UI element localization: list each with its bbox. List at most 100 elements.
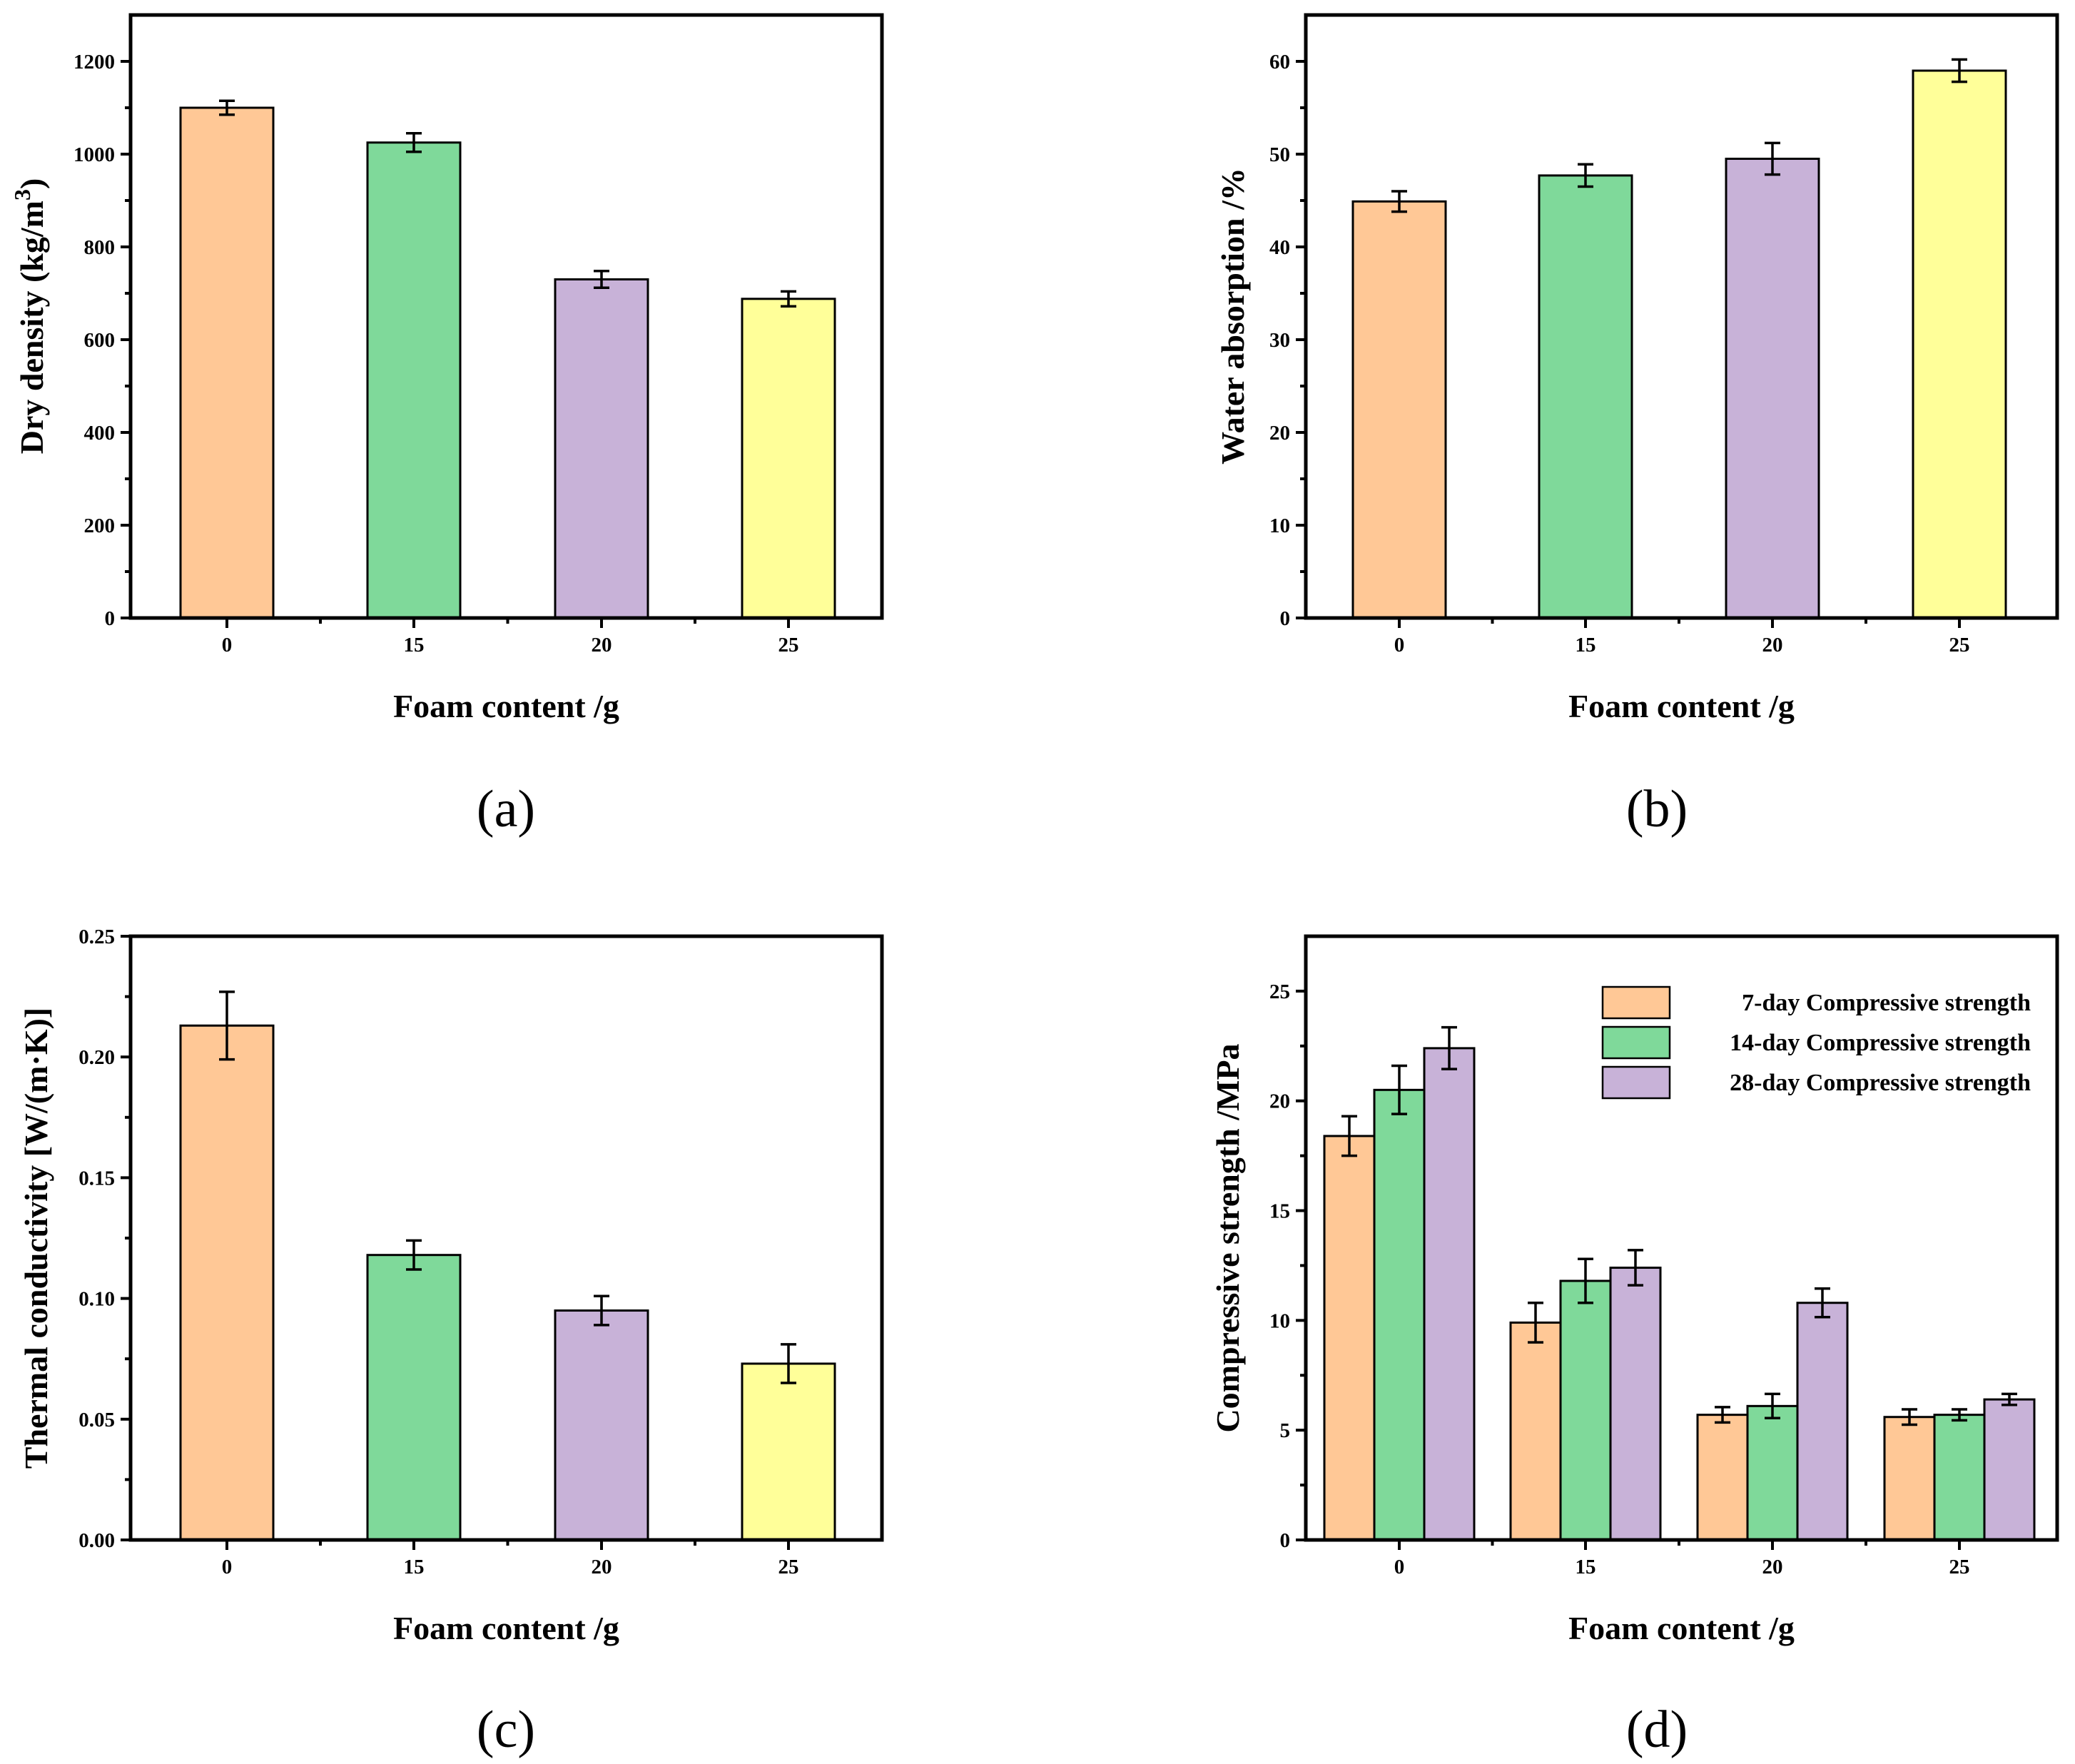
bar-d-25-series-3-error-bar [2002,1392,2017,1406]
bar-d-15-series-2-error-bar [1578,1257,1593,1304]
bar-c-0-error-bar [219,990,235,1061]
panel-label-a: (a) [477,780,535,838]
x-tick-label: 0 [1394,1556,1405,1578]
chart-panel-a: 0 200 400 600 800 1000 1200 0 15 20 25 Foam content… [9,13,884,838]
legend-label: 28-day Compressive strength [1730,1070,2031,1096]
y-tick-label: 0.00 [78,1529,115,1552]
bar-b-0-error-bar [1391,190,1407,213]
x-tick-label: 0 [222,1556,233,1578]
bar-d-0-series-1 [1323,1135,1376,1541]
panel-label-c: (c) [477,1700,535,1759]
y-tick-label: 0.25 [78,926,115,948]
bar-c-20 [554,1309,649,1541]
bar-a-0-error-bar [219,99,235,116]
bar-c-0 [179,1024,275,1541]
y-tick-label: 1200 [73,51,115,74]
bar-b-20 [1725,158,1820,619]
bar-d-20-series-2 [1746,1404,1799,1541]
bar-d-15-series-1-error-bar [1528,1302,1543,1344]
x-tick-label: 25 [1949,1556,1970,1578]
y-tick-label: 800 [84,236,116,259]
y-tick-label: 50 [1269,143,1290,166]
bar-d-25-series-1 [1883,1416,1936,1541]
bar-d-20-series-3 [1796,1302,1849,1541]
bar-b-20-error-bar [1765,141,1780,176]
x-tick-label: 15 [404,1556,425,1578]
legend-label: 14-day Compressive strength [1730,1030,2031,1056]
y-tick-label: 1000 [73,143,115,166]
bar-a-15 [366,141,462,619]
bar-d-0-series-3-error-bar [1441,1025,1457,1070]
y-tick-label: 0.20 [78,1046,115,1069]
bar-d-0-series-2-error-bar [1391,1064,1407,1115]
x-axis-title-c: Foam content /g [393,1610,619,1646]
x-tick-label: 25 [778,1556,799,1578]
chart-panel-c: 0.00 0.05 0.10 0.15 0.20 0.25 0 15 20 25 Foam cont… [18,926,884,1759]
bar-d-20-series-2-error-bar [1765,1392,1780,1420]
x-axis-title-a: Foam content /g [393,688,619,724]
y-axis-title-b: Water absorption /% [1214,168,1251,465]
bar-a-20-error-bar [594,270,609,289]
y-axis-ticks-d [1296,989,1306,1541]
bar-b-15 [1538,174,1633,619]
bar-d-25-series-2 [1933,1414,1986,1541]
y-tick-label: 400 [84,422,116,445]
y-tick-label: 200 [84,514,116,537]
x-tick-label: 25 [1949,634,1970,657]
x-tick-label: 0 [1394,634,1405,657]
y-tick-label: 0.05 [78,1409,115,1431]
legend-swatch [1601,1065,1671,1100]
bar-c-25 [741,1362,836,1541]
x-axis-ticks-a [225,618,790,628]
y-tick-label: 10 [1269,1309,1290,1332]
x-tick-label: 20 [592,634,612,657]
panel-label-b: (b) [1626,780,1688,838]
x-tick-label: 0 [222,634,233,657]
y-tick-label: 15 [1269,1200,1290,1223]
x-axis-ticks-d [1398,1540,1961,1550]
x-tick-label: 20 [1762,1556,1783,1578]
y-tick-label: 25 [1269,980,1290,1003]
bar-b-15-error-bar [1578,163,1593,188]
y-axis-title-d: Compressive strength /MPa [1209,1043,1246,1432]
y-axis-title-a: Dry density (kg/m3) [9,178,50,455]
x-tick-label: 15 [1576,634,1596,657]
bar-d-20-series-1-error-bar [1715,1406,1730,1424]
bar-d-25-series-1-error-bar [1902,1408,1917,1426]
bar-b-25-error-bar [1952,58,1967,83]
x-tick-label: 15 [404,634,425,657]
bar-d-20-series-3-error-bar [1815,1287,1830,1319]
chart-panel-b: 0 10 20 30 40 50 60 0 15 20 25 Foam content /g Water… [1214,13,2059,838]
legend: 7-day Compressive strength 14-day Compres… [1601,985,2031,1100]
y-tick-label: 40 [1269,236,1290,259]
bar-c-20-error-bar [594,1294,609,1327]
y-tick-label: 20 [1269,422,1290,445]
bar-a-20 [554,278,649,619]
x-tick-label: 15 [1576,1556,1596,1578]
bar-a-25-error-bar [781,290,796,308]
x-tick-label: 20 [1762,634,1783,657]
x-tick-label: 25 [778,634,799,657]
y-tick-label: 60 [1269,51,1290,74]
bar-d-15-series-1 [1509,1321,1562,1541]
bar-a-25 [741,298,836,619]
bar-c-25-error-bar [781,1343,796,1384]
bar-a-0 [179,106,275,619]
bar-d-15-series-3-error-bar [1628,1249,1643,1287]
y-axis-title-c: Thermal conductivity [W/(m·K)] [18,1008,54,1469]
x-axis-ticks-b [1398,618,1961,628]
bar-a-15-error-bar [406,132,422,153]
bar-d-0-series-3 [1423,1047,1476,1541]
y-tick-label: 0 [105,607,116,630]
bar-b-0 [1351,200,1447,619]
y-tick-label: 0 [1280,1529,1291,1552]
legend-swatch [1601,1025,1671,1060]
y-tick-label: 10 [1269,514,1290,537]
x-axis-title-b: Foam content /g [1568,688,1795,724]
bar-d-25-series-3 [1983,1398,2036,1541]
plot-frame-d [1304,934,2059,1542]
panel-label-d: (d) [1626,1700,1688,1759]
y-tick-label: 5 [1280,1419,1291,1442]
y-tick-label: 0.15 [78,1167,115,1190]
y-tick-label: 0.10 [78,1288,115,1311]
